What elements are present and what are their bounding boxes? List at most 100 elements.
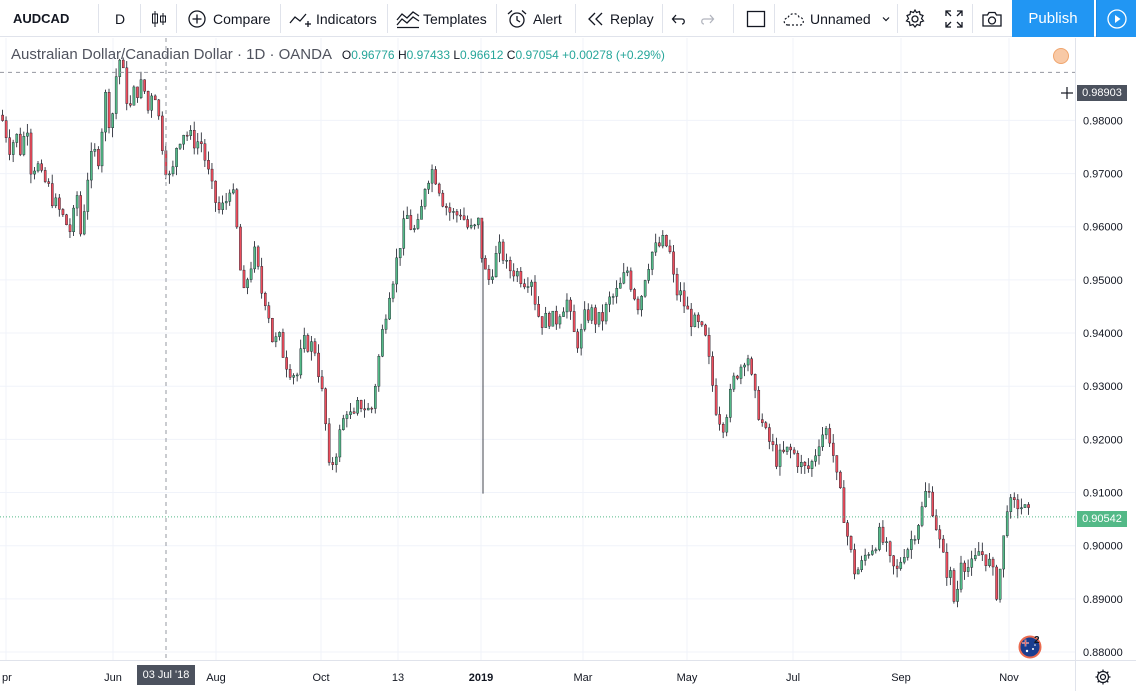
undo-button[interactable] [671,0,687,37]
candle [601,304,604,331]
alert-button[interactable]: Alert [506,0,562,37]
indicators-button[interactable]: Indicators [289,0,377,37]
candle [871,544,874,556]
candle [576,328,579,353]
candle [232,183,235,195]
templates-label: Templates [423,10,487,27]
candle [711,351,714,392]
replay-button[interactable]: Replay [586,0,654,37]
candle [43,167,47,184]
settings-button[interactable] [904,0,926,37]
candle [846,519,849,546]
candle [161,111,164,155]
candle [448,202,452,221]
candle [260,257,264,299]
candle [640,295,643,317]
candle [8,129,12,161]
candle [849,535,853,553]
candle [899,557,903,571]
candle [888,540,892,563]
candle [1,109,4,122]
candle [391,281,395,303]
interval-button[interactable]: D [115,0,125,37]
low-label: L [453,48,461,62]
candle [700,320,704,328]
candle [153,94,157,101]
candle [796,450,800,473]
chart-style-button[interactable] [150,0,168,37]
candle [821,426,824,451]
templates-icon [396,9,420,29]
candle [79,191,82,237]
candle [196,133,200,155]
candle [523,278,526,290]
square-layout-icon [746,9,766,29]
candle [686,296,690,310]
layout-select-button[interactable] [746,0,766,37]
price-tick-label: 0.91000 [1083,488,1123,500]
toolbar-divider [280,4,281,33]
rewind-icon [586,9,604,29]
redo-button[interactable] [699,0,715,37]
chevron-down-icon [881,14,891,24]
candle [863,548,867,566]
candle [427,180,430,195]
candle [313,338,317,357]
snapshot-button[interactable] [981,0,1003,37]
candle [782,441,785,454]
candle [732,372,736,392]
candle [824,425,828,440]
candle [175,147,178,176]
crosshair-plus-icon[interactable] [1060,86,1074,100]
candle [508,256,512,279]
camera-icon [981,9,1003,29]
candle [352,407,356,415]
candle [324,387,327,431]
candle [835,455,839,481]
australia-flag-icon[interactable] [1018,635,1042,659]
candle [807,458,810,473]
publish-menu-button[interactable] [1096,0,1136,37]
market-status-dot[interactable] [1053,48,1069,64]
candle [1027,502,1030,515]
candle [494,245,498,278]
candle [537,296,540,318]
candle [58,194,61,217]
close-value: 0.97054 [515,48,559,62]
fullscreen-button[interactable] [944,0,964,37]
candle [168,170,171,184]
chart-area[interactable]: 0.98000 0.97000 0.96000 0.95000 0.94000 0.930… [0,38,1136,691]
candle [345,411,349,428]
price-chart[interactable]: 0.98000 0.97000 0.96000 0.95000 0.94000 0.930… [0,38,1136,691]
candle [366,402,370,411]
compare-label: Compare [213,10,271,27]
candle [856,567,860,575]
candle [501,239,505,264]
templates-button[interactable]: Templates [396,0,487,37]
candle [629,267,633,292]
candle [118,58,122,85]
candle [235,188,239,229]
chart-legend: Australian Dollar/Canadian Dollar · 1D ·… [11,46,665,63]
candle [626,266,629,277]
events-count: 2 [1034,635,1040,646]
candle [359,399,363,413]
candle [615,280,619,304]
candle [977,542,981,556]
candle [991,556,995,576]
candle [927,483,931,498]
axis-settings-gear-icon[interactable] [1094,668,1112,686]
save-layout-button[interactable]: Unnamed [782,0,891,37]
candle [459,209,462,220]
candle [200,132,203,153]
candle [718,406,721,431]
compare-button[interactable]: Compare [187,0,271,37]
publish-button[interactable]: Publish [1012,0,1094,37]
candle [292,373,296,385]
symbol-search-button[interactable]: AUDCAD [13,0,69,37]
candle [636,296,640,315]
time-tick-label: Mar [574,672,593,684]
candle [217,196,221,214]
candle [86,172,90,220]
candle [1005,505,1009,538]
